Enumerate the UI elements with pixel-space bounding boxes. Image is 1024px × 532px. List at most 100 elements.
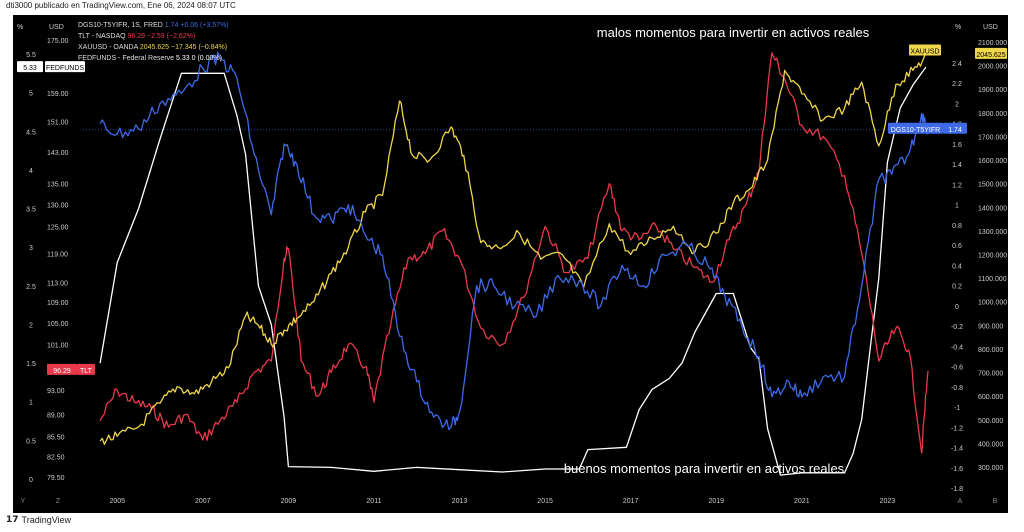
- annotation-bottom: buenos momentos para invertir en activos…: [564, 461, 845, 476]
- legend-value: 5.33 0 (0.00%): [176, 55, 222, 62]
- spread-tick-label: -0.6: [951, 365, 963, 372]
- tlt-name-label-box: [77, 363, 95, 375]
- series-line-fedfunds: [99, 66, 927, 476]
- left-axis-unit-tlt: USD: [49, 24, 64, 31]
- tlt-tick-label: 125.00: [47, 224, 69, 231]
- spread-tick-label: 1: [955, 203, 959, 210]
- gold-tick-label: 1400.000: [978, 205, 1007, 212]
- gold-name-label: XAUUSD: [910, 48, 939, 55]
- gold-price-label: 2045.625: [976, 52, 1005, 59]
- x-tick-label: 2011: [366, 498, 381, 505]
- fed-tick-label: 3.5: [26, 207, 36, 214]
- gold-name-label-box: [909, 44, 941, 56]
- legend-entry: XAUUSD - OANDA 2045.625 −17.345 (−0.84%): [78, 44, 227, 51]
- spread-name-label: DGS10-T5YIFR: [891, 127, 940, 134]
- corner-label: Z: [56, 498, 61, 505]
- corner-label: A: [958, 498, 963, 505]
- fed-price-label: 5.33: [23, 65, 37, 72]
- corner-label: Y: [21, 498, 26, 505]
- fed-tick-label: 2: [29, 322, 33, 329]
- tradingview-brand: TradingView: [21, 515, 72, 525]
- tlt-tick-label: 135.00: [47, 182, 69, 189]
- tlt-tick-label: 93.00: [47, 388, 65, 395]
- spread-tick-label: -1.4: [951, 446, 963, 453]
- legend-entry: TLT - NASDAQ 96.29 −2.59 (−2.62%): [78, 33, 195, 40]
- gold-price-label-box: [975, 47, 1007, 59]
- fed-price-label-box: [17, 61, 43, 73]
- gold-tick-label: 1600.000: [978, 158, 1007, 165]
- gold-tick-label: 500.000: [978, 418, 1003, 425]
- footer: 17 TradingView: [6, 515, 71, 525]
- tlt-tick-label: 79.50: [47, 475, 65, 482]
- spread-tick-label: 1.4: [952, 162, 962, 169]
- fed-tick-label: 0: [29, 477, 33, 484]
- tlt-tick-label: 159.00: [47, 91, 69, 98]
- x-tick-label: 2005: [109, 498, 125, 505]
- gold-tick-label: 1100.000: [978, 276, 1007, 283]
- legend-name: DGS10-T5YIFR, 1S, FRED: [78, 22, 165, 29]
- legend-value: 1.74 +0.06 (+3.57%): [165, 22, 229, 29]
- gold-tick-label: 2000.000: [978, 64, 1007, 71]
- spread-price-label-box: [943, 122, 967, 134]
- tlt-tick-label: 82.50: [47, 454, 65, 461]
- x-tick-label: 2009: [281, 498, 297, 505]
- spread-tick-label: 2.2: [952, 81, 962, 88]
- fed-name-label-box: [45, 61, 85, 73]
- spread-tick-label: -1: [954, 405, 960, 412]
- tlt-price-label: 96.29: [53, 368, 71, 375]
- legend-entry: FEDFUNDS - Federal Reserve 5.33 0 (0.00%…: [78, 55, 222, 62]
- legend-value: 2045.625 −17.345 (−0.84%): [140, 44, 227, 51]
- tlt-tick-label: 85.50: [47, 435, 65, 442]
- series-line-tlt: [99, 52, 929, 454]
- x-tick-label: 2013: [452, 498, 468, 505]
- gold-tick-label: 1800.000: [978, 111, 1007, 118]
- spread-tick-label: 0.4: [952, 263, 962, 270]
- chart-area[interactable]: %USD%USD5.554.543.532.521.510.50175.0016…: [13, 15, 1008, 513]
- right-axis-unit-gold: USD: [983, 24, 998, 31]
- series-line-xauusd: [99, 52, 929, 445]
- spread-price-label: 1.74: [948, 127, 962, 134]
- spread-tick-label: 0: [955, 304, 959, 311]
- spread-tick-label: -1.8: [951, 486, 963, 493]
- gold-tick-label: 1900.000: [978, 87, 1007, 94]
- fed-tick-label: 1: [29, 400, 33, 407]
- fed-tick-label: 4: [29, 168, 33, 175]
- series-line-dgs10-t5yifr: [99, 51, 929, 431]
- gold-tick-label: 1700.000: [978, 134, 1007, 141]
- spread-name-label-box: [888, 122, 943, 134]
- x-tick-label: 2007: [195, 498, 211, 505]
- tlt-tick-label: 119.00: [47, 252, 68, 259]
- gold-tick-label: 1500.000: [978, 182, 1007, 189]
- fed-tick-label: 1.5: [26, 361, 36, 368]
- gold-tick-label: 600.000: [978, 394, 1003, 401]
- tlt-tick-label: 130.00: [47, 203, 69, 210]
- gold-tick-label: 400.000: [978, 441, 1003, 448]
- tlt-price-label-box: [47, 363, 77, 375]
- tlt-tick-label: 143.00: [47, 150, 69, 157]
- spread-tick-label: 1.6: [952, 142, 962, 149]
- x-tick-label: 2021: [794, 498, 810, 505]
- tradingview-logo: 17: [6, 515, 19, 525]
- spread-tick-label: -1.6: [951, 466, 963, 473]
- fed-tick-label: 3: [29, 245, 33, 252]
- legend-name: FEDFUNDS - Federal Reserve: [78, 55, 176, 62]
- right-axis-unit-spread: %: [955, 24, 961, 31]
- spread-tick-label: -0.8: [951, 385, 963, 392]
- spread-tick-label: 0.2: [952, 284, 962, 291]
- legend-entry: DGS10-T5YIFR, 1S, FRED 1.74 +0.06 (+3.57…: [78, 22, 229, 29]
- legend-name: TLT - NASDAQ: [78, 33, 128, 40]
- chart-svg[interactable]: %USD%USD5.554.543.532.521.510.50175.0016…: [13, 15, 1008, 513]
- tlt-tick-label: 151.00: [47, 120, 69, 127]
- spread-tick-label: 2.4: [952, 61, 962, 68]
- x-tick-label: 2019: [708, 498, 724, 505]
- tlt-tick-label: 105.00: [47, 321, 69, 328]
- fed-tick-label: 5.5: [26, 52, 36, 59]
- tlt-tick-label: 89.00: [47, 412, 65, 419]
- spread-tick-label: -0.4: [951, 344, 963, 351]
- fed-name-label: FEDFUNDS: [46, 65, 84, 72]
- tlt-tick-label: 101.00: [47, 342, 69, 349]
- gold-tick-label: 1000.000: [978, 300, 1007, 307]
- spread-tick-label: 0.8: [952, 223, 962, 230]
- gold-tick-label: 1200.000: [978, 253, 1007, 260]
- tlt-tick-label: 113.00: [47, 280, 68, 287]
